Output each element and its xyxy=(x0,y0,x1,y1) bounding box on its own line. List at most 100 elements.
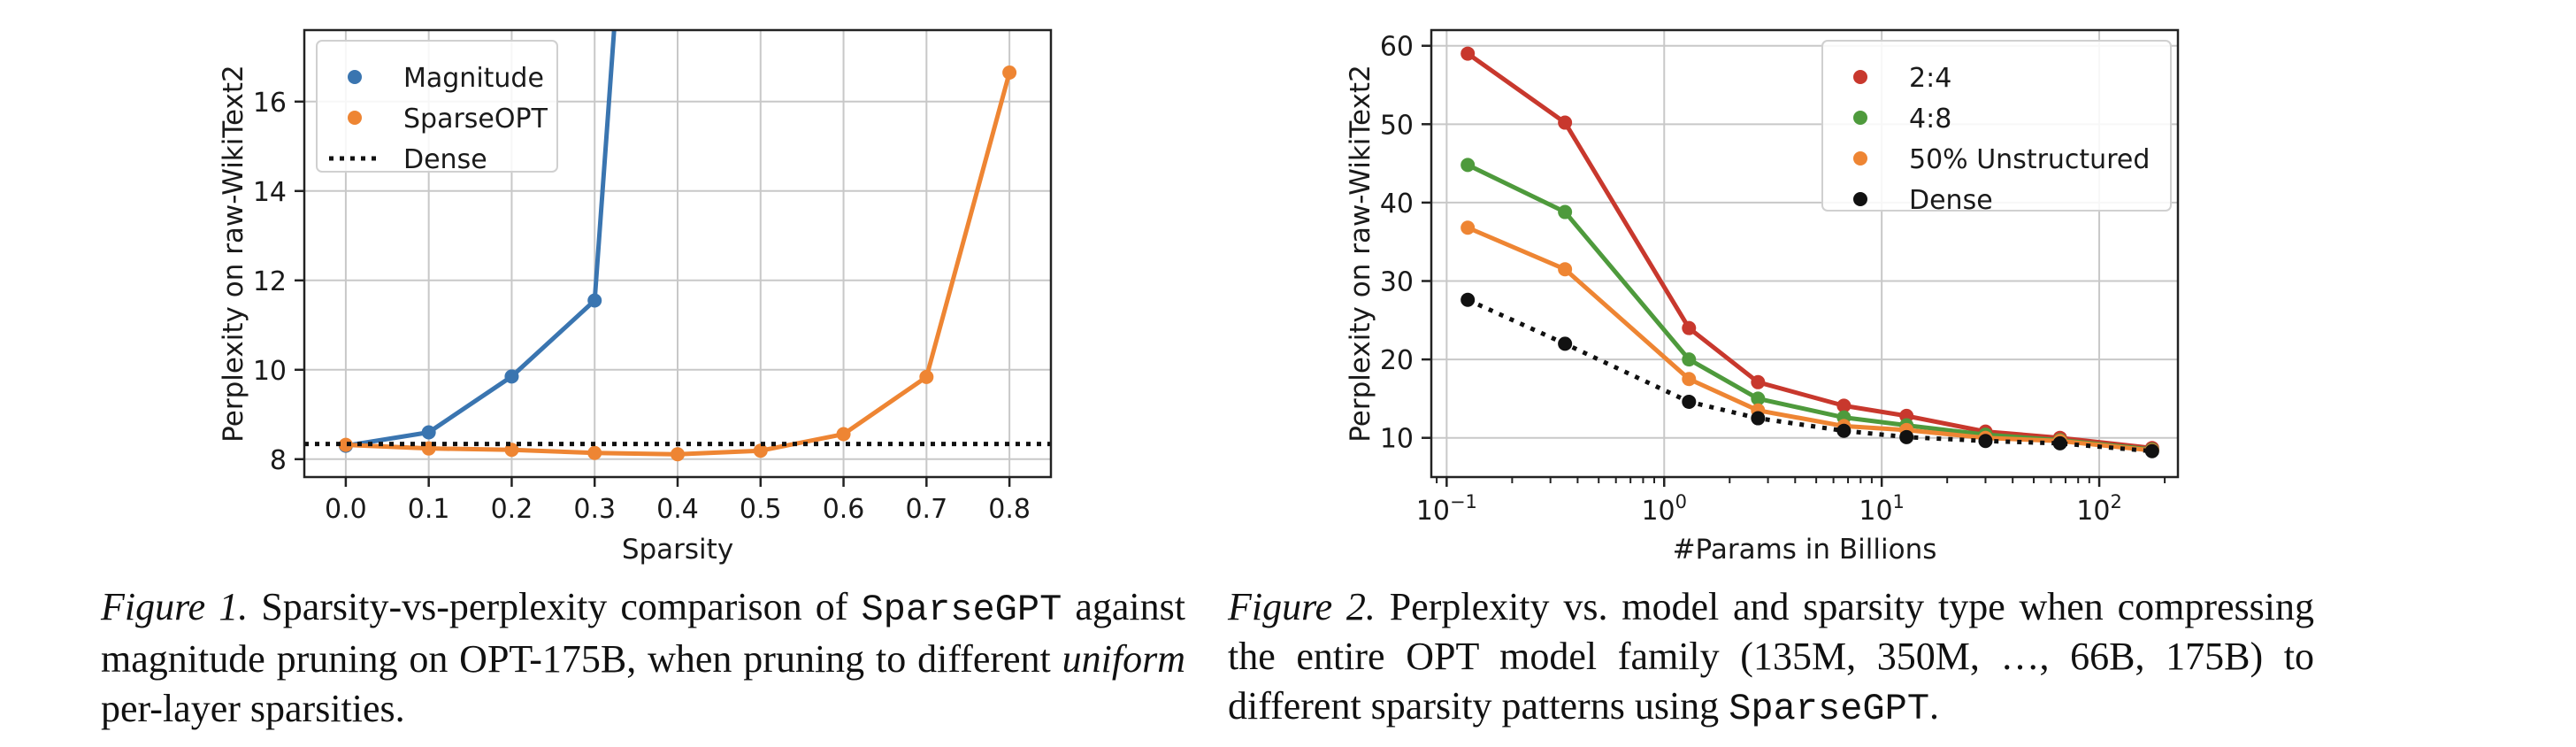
x-tick-label: 0.6 xyxy=(823,494,865,525)
data-point-4-8 xyxy=(1460,158,1476,173)
legend-item-50-unstructured: 50% Unstructured xyxy=(1853,144,2150,175)
x-tick-label: 0.4 xyxy=(656,494,699,525)
data-point-50-unstructured xyxy=(1558,262,1573,277)
legend-label: Dense xyxy=(1909,185,1993,216)
data-point-dense xyxy=(1460,292,1476,307)
y-tick-label: 8 xyxy=(270,445,287,476)
data-point-4-8 xyxy=(1558,204,1573,219)
data-point-2-4 xyxy=(1460,46,1476,61)
figure-2-text-a: Perplexity vs. model and sparsity type w… xyxy=(1228,585,2314,728)
legend-item-2-4: 2:4 xyxy=(1853,63,1951,94)
x-tick-label: 10−1 xyxy=(1416,491,1477,527)
grid xyxy=(304,30,1051,477)
figure-1-emphasis: uniform xyxy=(1062,637,1185,681)
y-axis-label: Perplexity on raw-WikiText2 xyxy=(1345,65,1376,443)
y-tick-label: 20 xyxy=(1380,345,1414,376)
y-tick-label: 16 xyxy=(253,88,287,119)
x-tick-label: 0.1 xyxy=(408,494,450,525)
x-tick-label: 100 xyxy=(1641,491,1687,527)
figure-2-method-name: SparseGPT xyxy=(1729,688,1930,730)
data-point-sparseopt xyxy=(338,437,353,452)
data-point-4-8 xyxy=(1682,352,1697,367)
figure-1-text-a: Sparsity-vs-perplexity comparison of xyxy=(248,585,862,628)
data-point-4-8 xyxy=(1751,391,1766,406)
y-tick-label: 30 xyxy=(1380,267,1414,298)
data-point-sparseopt xyxy=(836,427,851,442)
y-tick-label: 40 xyxy=(1380,189,1414,219)
x-tick-label: 0.8 xyxy=(988,494,1031,525)
series-line-50-unstructured xyxy=(1467,225,2153,453)
legend-box xyxy=(316,40,558,173)
data-point-sparseopt xyxy=(919,369,934,384)
figure-2-caption: Figure 2. Perplexity vs. model and spars… xyxy=(1228,582,2314,734)
legend-label: 2:4 xyxy=(1909,63,1951,94)
data-point-2-4 xyxy=(1682,320,1697,335)
legend-swatch xyxy=(348,111,362,125)
data-point-sparseopt xyxy=(1002,65,1017,80)
data-point-2-4 xyxy=(1558,115,1573,130)
figure-1-caption: Figure 1. Sparsity-vs-perplexity compari… xyxy=(101,582,1185,734)
legend-label: SparseOPT xyxy=(403,104,548,135)
legend-label: Magnitude xyxy=(403,63,544,94)
data-point-dense xyxy=(1682,394,1697,409)
data-point-dense xyxy=(1751,411,1766,426)
y-tick-label: 10 xyxy=(253,356,287,387)
y-tick-label: 14 xyxy=(253,177,287,208)
data-point-dense xyxy=(1899,429,1914,444)
plot-area xyxy=(1460,46,2159,458)
y-tick-label: 10 xyxy=(1380,424,1414,455)
chart-params-vs-perplexity: 10−1 100 101 102 10 20 30 40 50 60 #Params in Bill… xyxy=(1345,28,2180,566)
data-point-dense xyxy=(1978,434,1993,449)
x-tick-label: 0.5 xyxy=(740,494,782,525)
series-dense xyxy=(1460,292,2159,458)
x-tick-label: 0.0 xyxy=(325,494,367,525)
x-tick-label: 101 xyxy=(1859,491,1905,527)
legend: 2:4 4:8 50% Unstructured Dense xyxy=(1821,40,2172,216)
data-point-magnitude xyxy=(504,369,519,384)
legend-swatch xyxy=(1853,192,1867,206)
data-point-dense xyxy=(2052,435,2067,451)
data-point-magnitude xyxy=(421,425,436,440)
series-line-dense xyxy=(1467,297,2153,454)
legend-item-sparseopt: SparseOPT xyxy=(348,104,548,135)
legend-item-dense: Dense xyxy=(1853,185,1993,216)
series-sparseopt xyxy=(338,65,1017,462)
axes-frame xyxy=(1430,28,2180,479)
legend-label: Dense xyxy=(403,144,487,175)
data-point-magnitude xyxy=(587,293,602,308)
x-tick-label: 0.7 xyxy=(905,494,947,525)
y-tick-label: 60 xyxy=(1380,32,1414,63)
plot-area xyxy=(304,30,1051,462)
data-point-dense xyxy=(1558,336,1573,351)
legend-item-magnitude: Magnitude xyxy=(348,63,544,94)
data-point-sparseopt xyxy=(753,443,768,458)
legend: Magnitude SparseOPT Dense xyxy=(316,40,558,175)
legend-swatch xyxy=(1853,111,1867,125)
legend-box xyxy=(1821,40,2172,212)
data-point-sparseopt xyxy=(504,443,519,458)
data-point-50-unstructured xyxy=(1460,220,1476,235)
figure-2-label: Figure 2. xyxy=(1228,585,1376,628)
legend-label: 50% Unstructured xyxy=(1909,144,2150,175)
chart-sparsity-vs-perplexity: 0.0 0.1 0.2 0.3 0.4 0.5 0.6 0.7 0.8 8 10 12 14 16 Spar… xyxy=(218,28,1053,566)
legend-swatch xyxy=(1853,151,1867,166)
legend-swatch xyxy=(348,70,362,84)
data-point-sparseopt xyxy=(587,445,602,460)
data-point-2-4 xyxy=(1836,398,1852,413)
y-tick-label: 50 xyxy=(1380,110,1414,141)
x-axis-label: #Params in Billions xyxy=(1673,534,1937,566)
data-point-50-unstructured xyxy=(1682,372,1697,387)
figure-1-text-b: against magnitude pruning on OPT-175B, w… xyxy=(101,585,1185,681)
data-point-sparseopt xyxy=(671,447,685,462)
x-tick-label: 0.2 xyxy=(491,494,533,525)
legend-item-4-8: 4:8 xyxy=(1853,104,1951,135)
figure-1-method-name: SparseGPT xyxy=(861,589,1062,631)
figure-1-label: Figure 1. xyxy=(101,585,249,628)
x-axis-label: Sparsity xyxy=(622,534,733,566)
figure-1-text-c: per-layer sparsities. xyxy=(101,687,405,730)
data-point-dense xyxy=(1836,423,1852,438)
data-point-dense xyxy=(2144,443,2159,458)
data-point-2-4 xyxy=(1751,374,1766,389)
legend-label: 4:8 xyxy=(1909,104,1951,135)
legend-swatch xyxy=(1853,70,1867,84)
